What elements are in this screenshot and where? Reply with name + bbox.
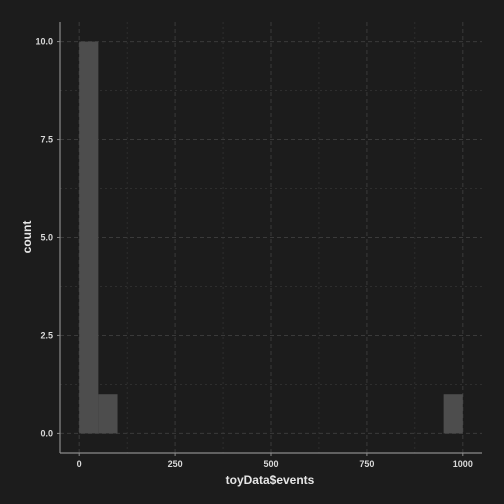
x-tick-label: 500 xyxy=(263,459,278,469)
histogram-bar xyxy=(79,41,99,434)
histogram-bars xyxy=(79,41,463,434)
y-tick-label: 7.5 xyxy=(40,135,53,145)
y-tick-label: 5.0 xyxy=(40,233,53,243)
y-tick-label: 2.5 xyxy=(40,330,53,340)
x-tick-label: 0 xyxy=(77,459,82,469)
x-axis-title: toyData$events xyxy=(226,473,315,487)
x-tick-label: 250 xyxy=(168,459,183,469)
grid-lines xyxy=(60,22,482,453)
histogram-bar xyxy=(98,394,118,434)
y-tick-label: 10.0 xyxy=(35,37,53,47)
y-axis-title: count xyxy=(20,221,34,254)
x-axis-ticks: 0 250 500 750 1000 xyxy=(77,453,473,469)
y-tick-label: 0.0 xyxy=(40,428,53,438)
x-tick-label: 1000 xyxy=(453,459,473,469)
histogram-bar xyxy=(443,394,463,434)
x-tick-label: 750 xyxy=(359,459,374,469)
y-axis-ticks: 0.0 2.5 5.0 7.5 10.0 xyxy=(35,37,60,438)
